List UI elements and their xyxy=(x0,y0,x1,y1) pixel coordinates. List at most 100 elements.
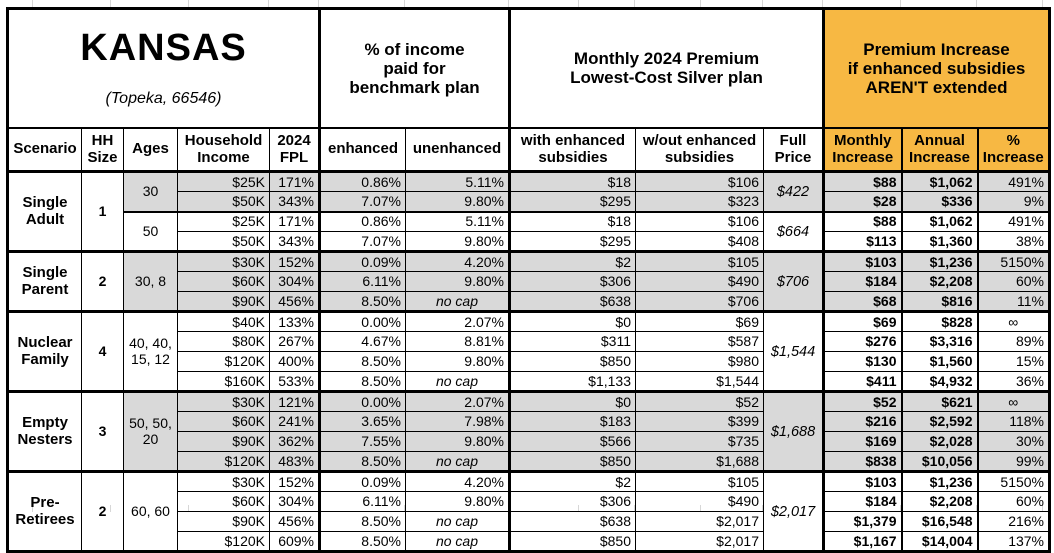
cell-with-subsidies[interactable]: $1,133 xyxy=(508,371,636,394)
cell-without-subsidies[interactable]: $735 xyxy=(635,431,764,453)
cell-enhanced[interactable]: 0.00% xyxy=(318,391,406,413)
col-header-monthly-increase[interactable]: Monthly Increase xyxy=(822,127,902,174)
cell-ages[interactable]: 50 xyxy=(123,211,178,254)
cell-fpl[interactable]: 152% xyxy=(269,251,320,273)
cell-pct-increase[interactable]: 30% xyxy=(976,431,1050,453)
col-header-ages[interactable]: Ages xyxy=(123,127,178,174)
cell-monthly-increase[interactable]: $1,167 xyxy=(822,531,902,553)
cell-scenario[interactable]: Empty Nesters xyxy=(7,391,82,474)
cell-annual-increase[interactable]: $1,062 xyxy=(900,211,978,233)
cell-without-subsidies[interactable]: $490 xyxy=(635,271,764,293)
cell-pct-increase[interactable]: 5150% xyxy=(976,471,1050,493)
cell-without-subsidies[interactable]: $105 xyxy=(635,471,764,493)
cell-pct-increase[interactable]: 137% xyxy=(976,531,1050,553)
cell-fpl[interactable]: 133% xyxy=(269,311,320,333)
cell-enhanced[interactable]: 7.07% xyxy=(318,231,406,254)
cell-unenhanced[interactable]: no cap xyxy=(405,511,510,533)
cell-annual-increase[interactable]: $2,028 xyxy=(900,431,978,453)
cell-hh-size[interactable]: 2 xyxy=(81,251,124,314)
cell-pct-increase[interactable]: 118% xyxy=(976,411,1050,433)
cell-income[interactable]: $60K xyxy=(177,271,270,293)
cell-annual-increase[interactable]: $4,932 xyxy=(900,371,978,394)
cell-fpl[interactable]: 343% xyxy=(269,191,320,213)
cell-fpl[interactable]: 362% xyxy=(269,431,320,453)
cell-enhanced[interactable]: 6.11% xyxy=(318,271,406,293)
col-header-hh-size[interactable]: HH Size xyxy=(81,127,124,174)
cell-fpl[interactable]: 241% xyxy=(269,411,320,433)
cell-monthly-increase[interactable]: $88 xyxy=(822,211,902,233)
cell-with-subsidies[interactable]: $0 xyxy=(508,311,636,333)
cell-monthly-increase[interactable]: $113 xyxy=(822,231,902,254)
cell-unenhanced[interactable]: 9.80% xyxy=(405,271,510,293)
cell-pct-increase[interactable]: ∞ xyxy=(976,311,1050,333)
cell-monthly-increase[interactable]: $216 xyxy=(822,411,902,433)
cell-unenhanced[interactable]: 7.98% xyxy=(405,411,510,433)
col-header-full-price[interactable]: Full Price xyxy=(763,127,824,174)
cell-monthly-increase[interactable]: $411 xyxy=(822,371,902,394)
cell-enhanced[interactable]: 8.50% xyxy=(318,351,406,373)
col-header-unenhanced[interactable]: unenhanced xyxy=(405,127,510,174)
cell-with-subsidies[interactable]: $18 xyxy=(508,211,636,233)
cell-pct-increase[interactable]: 491% xyxy=(976,211,1050,233)
cell-pct-increase[interactable]: 216% xyxy=(976,511,1050,533)
cell-enhanced[interactable]: 8.50% xyxy=(318,531,406,553)
cell-annual-increase[interactable]: $1,560 xyxy=(900,351,978,373)
cell-income[interactable]: $30K xyxy=(177,391,270,413)
cell-monthly-increase[interactable]: $1,379 xyxy=(822,511,902,533)
cell-with-subsidies[interactable]: $295 xyxy=(508,231,636,254)
cell-pct-increase[interactable]: 38% xyxy=(976,231,1050,254)
cell-full-price[interactable]: $422 xyxy=(763,171,824,213)
cell-fpl[interactable]: 609% xyxy=(269,531,320,553)
cell-enhanced[interactable]: 8.50% xyxy=(318,291,406,314)
cell-annual-increase[interactable]: $1,236 xyxy=(900,471,978,493)
cell-pct-increase[interactable]: 99% xyxy=(976,451,1050,474)
col-header-enhanced[interactable]: enhanced xyxy=(318,127,406,174)
cell-monthly-increase[interactable]: $184 xyxy=(822,491,902,513)
cell-unenhanced[interactable]: 5.11% xyxy=(405,171,510,193)
cell-income[interactable]: $120K xyxy=(177,351,270,373)
cell-enhanced[interactable]: 8.50% xyxy=(318,371,406,394)
cell-without-subsidies[interactable]: $1,688 xyxy=(635,451,764,474)
cell-monthly-increase[interactable]: $276 xyxy=(822,331,902,353)
cell-with-subsidies[interactable]: $850 xyxy=(508,451,636,474)
cell-without-subsidies[interactable]: $706 xyxy=(635,291,764,314)
cell-monthly-increase[interactable]: $68 xyxy=(822,291,902,314)
cell-enhanced[interactable]: 7.55% xyxy=(318,431,406,453)
cell-fpl[interactable]: 533% xyxy=(269,371,320,394)
cell-pct-increase[interactable]: 89% xyxy=(976,331,1050,353)
cell-with-subsidies[interactable]: $2 xyxy=(508,251,636,273)
cell-ages[interactable]: 30, 8 xyxy=(123,251,178,314)
cell-full-price[interactable]: $706 xyxy=(763,251,824,314)
cell-annual-increase[interactable]: $14,004 xyxy=(900,531,978,553)
cell-income[interactable]: $120K xyxy=(177,531,270,553)
cell-without-subsidies[interactable]: $399 xyxy=(635,411,764,433)
cell-with-subsidies[interactable]: $638 xyxy=(508,511,636,533)
cell-without-subsidies[interactable]: $2,017 xyxy=(635,511,764,533)
cell-unenhanced[interactable]: 4.20% xyxy=(405,251,510,273)
cell-hh-size[interactable]: 3 xyxy=(81,391,124,474)
cell-full-price[interactable]: $1,688 xyxy=(763,391,824,474)
cell-annual-increase[interactable]: $3,316 xyxy=(900,331,978,353)
cell-monthly-increase[interactable]: $52 xyxy=(822,391,902,413)
cell-unenhanced[interactable]: 8.81% xyxy=(405,331,510,353)
cell-with-subsidies[interactable]: $2 xyxy=(508,471,636,493)
cell-enhanced[interactable]: 0.86% xyxy=(318,211,406,233)
cell-income[interactable]: $30K xyxy=(177,251,270,273)
cell-annual-increase[interactable]: $1,062 xyxy=(900,171,978,193)
cell-annual-increase[interactable]: $1,360 xyxy=(900,231,978,254)
cell-monthly-increase[interactable]: $130 xyxy=(822,351,902,373)
cell-fpl[interactable]: 456% xyxy=(269,511,320,533)
cell-unenhanced[interactable]: 2.07% xyxy=(405,391,510,413)
cell-unenhanced[interactable]: 9.80% xyxy=(405,351,510,373)
cell-pct-increase[interactable]: 9% xyxy=(976,191,1050,213)
cell-monthly-increase[interactable]: $169 xyxy=(822,431,902,453)
cell-with-subsidies[interactable]: $638 xyxy=(508,291,636,314)
cell-monthly-increase[interactable]: $184 xyxy=(822,271,902,293)
cell-fpl[interactable]: 456% xyxy=(269,291,320,314)
cell-with-subsidies[interactable]: $0 xyxy=(508,391,636,413)
cell-unenhanced[interactable]: no cap xyxy=(405,371,510,394)
cell-full-price[interactable]: $664 xyxy=(763,211,824,254)
cell-pct-increase[interactable]: 60% xyxy=(976,271,1050,293)
cell-ages[interactable]: 50, 50, 20 xyxy=(123,391,178,474)
cell-with-subsidies[interactable]: $306 xyxy=(508,271,636,293)
